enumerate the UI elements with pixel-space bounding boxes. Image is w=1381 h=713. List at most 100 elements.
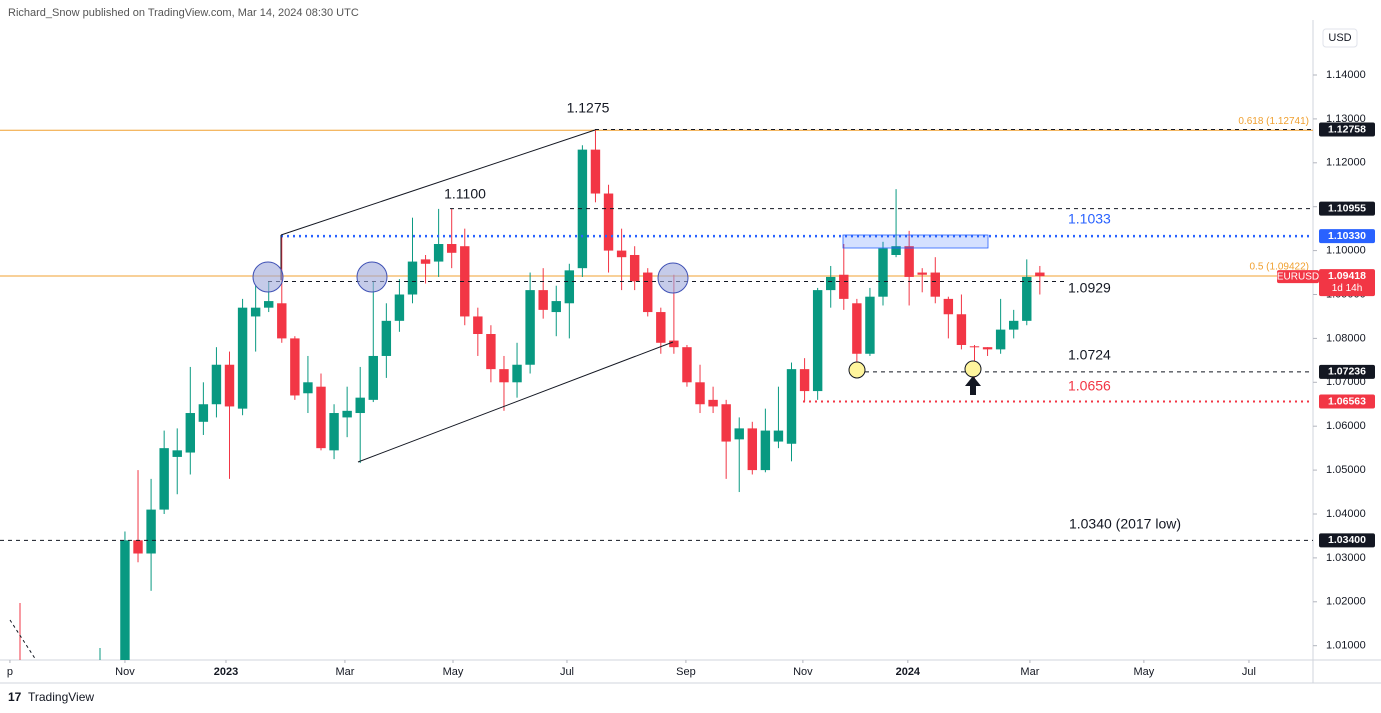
candle-body [198, 404, 209, 422]
y-tick-label: 1.10000 [1326, 245, 1366, 257]
candle-body [721, 404, 731, 442]
x-tick-label: p [7, 666, 13, 678]
y-tick-label: 1.01000 [1326, 640, 1366, 652]
touch-circle [657, 262, 689, 294]
x-tick-label: Mar [335, 666, 354, 678]
candle-body [852, 303, 862, 354]
currency-button[interactable] [1322, 28, 1358, 48]
trend-line [9, 619, 37, 660]
price-tag [1319, 122, 1375, 137]
price-tag-label: 1.06563 [1328, 395, 1366, 407]
logo-mark: 17 [8, 690, 22, 704]
candle-body [473, 316, 483, 335]
candle-body [159, 448, 169, 510]
candle-body [760, 430, 771, 471]
y-tick-label: 1.02000 [1326, 596, 1366, 608]
currency[interactable]: USD [1328, 32, 1351, 44]
x-tick-label: May [1133, 666, 1154, 678]
candle-body [969, 346, 980, 348]
x-tick-label: May [443, 666, 464, 678]
x-tick-label: 2024 [896, 666, 921, 678]
annotation: 1.0724 [1068, 347, 1111, 363]
candle-body [277, 303, 287, 339]
candle-body [786, 369, 797, 444]
candle-body [577, 149, 588, 269]
symbol-tag [1277, 270, 1319, 284]
candle-body [303, 382, 313, 394]
support-circle [964, 360, 982, 378]
candle-body [499, 369, 509, 383]
price-tag-label: 1.12758 [1328, 123, 1366, 135]
candle-body [1035, 272, 1045, 277]
candle-body [695, 382, 705, 405]
candle-body [420, 259, 431, 264]
candle-body [355, 397, 365, 414]
candle-body [826, 276, 836, 291]
candle-body [460, 246, 470, 317]
candle-body [1008, 320, 1019, 330]
candle-body [734, 428, 744, 440]
x-tick-label: Sep [676, 666, 696, 678]
candle-body [669, 340, 679, 348]
price-tag [1319, 229, 1375, 244]
x-tick-label: Jul [560, 666, 574, 678]
price-tag-label: 1.10955 [1328, 202, 1366, 214]
candle-body [982, 347, 993, 350]
candle-body [603, 193, 614, 251]
y-tick-label: 1.12000 [1326, 157, 1366, 169]
candle-body [172, 450, 182, 457]
candle-body [224, 364, 235, 407]
fib-label: 0.5 (1.09422) [1250, 262, 1310, 273]
candle-body [316, 386, 326, 449]
x-tick-label: Nov [115, 666, 135, 678]
candle-body [891, 246, 901, 255]
y-tick-label: 1.08000 [1326, 332, 1366, 344]
candle-body [146, 509, 156, 554]
price-tag-label: 1.10330 [1328, 230, 1366, 242]
candle-body [878, 248, 888, 297]
last-price-label: 1.09418 [1328, 270, 1366, 282]
y-tick-label: 1.04000 [1326, 508, 1366, 520]
y-tick-label: 1.06000 [1326, 420, 1366, 432]
candle-body [799, 369, 810, 392]
candle-body [1022, 276, 1032, 321]
price-tag-label: 1.03400 [1328, 534, 1366, 546]
candle-body [812, 290, 823, 392]
y-tick-label: 1.13000 [1326, 113, 1366, 125]
price-tag [1319, 394, 1375, 409]
symbol-tag-label: EURUSD [1277, 271, 1319, 282]
annotation: 1.0340 (2017 low) [1069, 516, 1181, 532]
candle-body [564, 270, 575, 304]
candle-body [250, 307, 261, 317]
x-tick-label: Jul [1242, 666, 1256, 678]
candle-body [551, 301, 561, 313]
annotation: 1.0656 [1068, 378, 1111, 394]
price-tag [1319, 533, 1375, 548]
logo: 17 TradingView [8, 690, 94, 704]
candle-body [133, 540, 143, 554]
candle-body [290, 338, 300, 396]
candle-body [930, 272, 940, 297]
candle-body [486, 334, 496, 370]
candle-body [643, 272, 653, 313]
candle-body [185, 413, 196, 453]
fib-label: 0.618 (1.12741) [1238, 116, 1309, 127]
candle-body [956, 314, 967, 345]
plot [0, 129, 1313, 660]
candle-body [211, 364, 222, 405]
support-circle [848, 361, 866, 379]
candle-body [538, 290, 548, 310]
x-tick-label: Mar [1020, 666, 1039, 678]
price-tag [1319, 201, 1375, 216]
touch-circle [356, 261, 388, 293]
y-tick-label: 1.05000 [1326, 464, 1366, 476]
candle-body [943, 298, 954, 315]
candle-body [616, 250, 627, 258]
candle-body [120, 540, 130, 660]
annotation: 1.1033 [1068, 211, 1111, 227]
candle-body [708, 399, 718, 407]
candle-body [839, 274, 849, 299]
touch-circle [252, 261, 284, 293]
price-tag [1319, 364, 1375, 379]
